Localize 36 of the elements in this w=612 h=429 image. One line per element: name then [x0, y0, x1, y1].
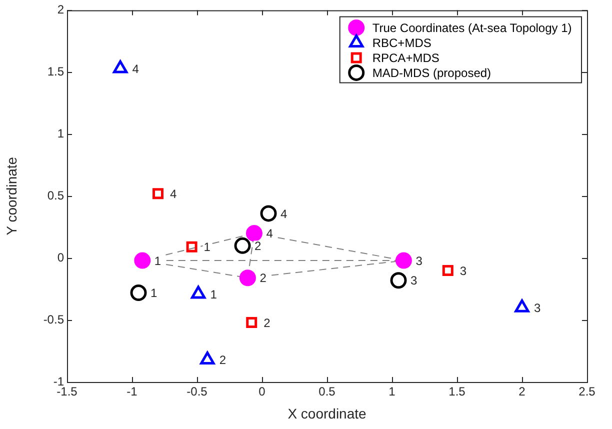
annotation: 1: [210, 287, 218, 302]
x-tick-label: 2: [518, 384, 526, 399]
annotation: 4: [280, 206, 288, 221]
x-tick-label: -0.5: [186, 384, 208, 399]
annotation: 2: [219, 353, 226, 368]
x-tick-label: 2.5: [578, 384, 596, 399]
annotation: 1: [204, 240, 211, 254]
annotation: 2: [254, 238, 262, 253]
legend-label: True Coordinates (At-sea Topology 1): [372, 21, 572, 36]
y-tick-label: 0.5: [47, 188, 64, 202]
legend-label: RBC+MDS: [372, 36, 432, 50]
annotation: 2: [260, 271, 267, 286]
legend-label: RPCA+MDS: [372, 51, 440, 66]
annotation: 4: [170, 186, 177, 201]
annotation: 3: [416, 254, 423, 268]
x-tick-label: -1: [126, 384, 138, 399]
y-tick-label: 1.5: [47, 64, 64, 78]
x-tick-label: 0: [258, 384, 266, 399]
y-tick-label: 2: [57, 2, 64, 17]
legend-label: MAD-MDS (proposed): [372, 66, 492, 80]
x-tick-label: 0.5: [318, 384, 336, 399]
annotation: 2: [264, 316, 271, 330]
annotation: 1: [150, 286, 158, 300]
annotation: 3: [460, 264, 467, 278]
x-tick-label: 1.5: [448, 384, 466, 399]
y-tick-label: -0.5: [43, 312, 64, 326]
y-tick-label: 0: [57, 250, 64, 264]
y-axis-title: Y coordinate: [3, 156, 20, 236]
y-tick-label: 1: [57, 126, 64, 140]
annotation: 1: [154, 254, 162, 268]
x-tick-label: 1: [388, 384, 396, 399]
annotation: 3: [534, 300, 541, 315]
annotation: 4: [266, 226, 274, 241]
x-axis-title: X coordinate: [288, 405, 367, 422]
annotation: 3: [410, 274, 418, 288]
annotation: 4: [132, 62, 140, 76]
